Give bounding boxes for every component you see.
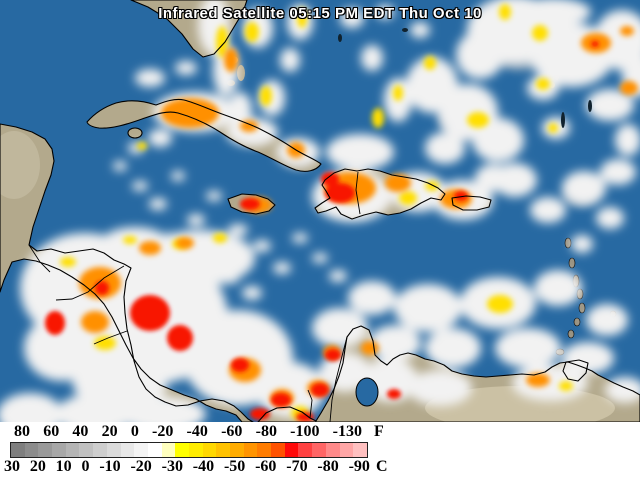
tick-label: -130 <box>332 423 362 440</box>
tick-label: -90 <box>348 458 370 475</box>
colorbar-segment <box>202 443 217 457</box>
colorbar <box>10 442 368 458</box>
tick-label: 60 <box>43 423 60 440</box>
tick-label: -70 <box>286 458 308 475</box>
tick-label: -60 <box>221 423 243 440</box>
colorbar-segment <box>147 443 162 457</box>
colorbar-segment <box>134 443 148 457</box>
tick-label: 0 <box>81 458 90 475</box>
colorbar-segment <box>243 443 258 457</box>
coastlines <box>0 0 640 423</box>
colorbar-segment <box>188 443 203 457</box>
colorbar-segment <box>325 443 340 457</box>
cloud-tops-yellow <box>60 4 573 420</box>
colorbar-segment <box>312 443 326 457</box>
satellite-map <box>0 0 640 437</box>
colorbar-segment <box>284 443 299 457</box>
tick-label: 20 <box>101 423 118 440</box>
fahrenheit-unit: F <box>374 423 384 440</box>
satellite-map-image <box>0 0 640 437</box>
tick-label: 80 <box>14 423 30 440</box>
colorbar-segment <box>52 443 66 457</box>
tick-label: -60 <box>255 458 277 475</box>
tick-label: -80 <box>255 423 277 440</box>
colorbar-segment <box>161 443 176 457</box>
colorbar-segment <box>93 443 107 457</box>
colorbar-segment <box>230 443 244 457</box>
colorbar-segment <box>298 443 313 457</box>
colorbar-segment <box>120 443 135 457</box>
colorbar-segment <box>38 443 53 457</box>
colorbar-segment <box>339 443 354 457</box>
colorbar-segment <box>11 443 25 457</box>
tick-label: -20 <box>152 423 174 440</box>
map-title: Infrared Satellite 05:15 PM EDT Thu Oct … <box>158 5 482 22</box>
tick-label: -80 <box>317 458 339 475</box>
tick-label: 30 <box>4 458 20 475</box>
tick-label: -40 <box>192 458 215 475</box>
tick-label: -40 <box>186 423 208 440</box>
lake-maracaibo <box>355 377 379 407</box>
tick-label: 0 <box>130 423 139 440</box>
yucatan-interior <box>0 131 40 199</box>
colorbar-segment <box>79 443 94 457</box>
colorbar-segment <box>175 443 189 457</box>
tick-label: 40 <box>72 423 89 440</box>
colorbar-segment <box>65 443 80 457</box>
colorbar-segment <box>353 443 367 457</box>
tick-label: -50 <box>223 458 246 475</box>
tick-label: -20 <box>130 458 152 475</box>
legend: 80 60 40 20 0 -20 -40 -60 -80 -100 -130 F 30 20 10 0-… <box>0 422 640 480</box>
tick-label: -30 <box>161 458 183 475</box>
colorbar-segment <box>271 443 285 457</box>
data-marks <box>338 28 592 128</box>
colorbar-segment <box>24 443 39 457</box>
colorbar-segment <box>257 443 272 457</box>
country-borders <box>28 171 361 423</box>
tick-label: 20 <box>29 458 46 475</box>
fahrenheit-scale: 80 60 40 20 0 -20 -40 -60 -80 -100 -130 <box>14 424 362 440</box>
tick-label: 10 <box>55 458 72 475</box>
cloud-tops-red <box>45 41 599 422</box>
tick-label: -10 <box>99 458 121 475</box>
clouds <box>0 0 640 437</box>
celsius-unit: C <box>376 458 388 475</box>
tick-label: -100 <box>290 423 320 440</box>
celsius-scale: 30 20 10 0 -10 -20 -30 -40 -50 -60 -70 -80 -90 <box>4 459 370 475</box>
colorbar-segment <box>216 443 230 457</box>
colorbar-segment <box>106 443 121 457</box>
